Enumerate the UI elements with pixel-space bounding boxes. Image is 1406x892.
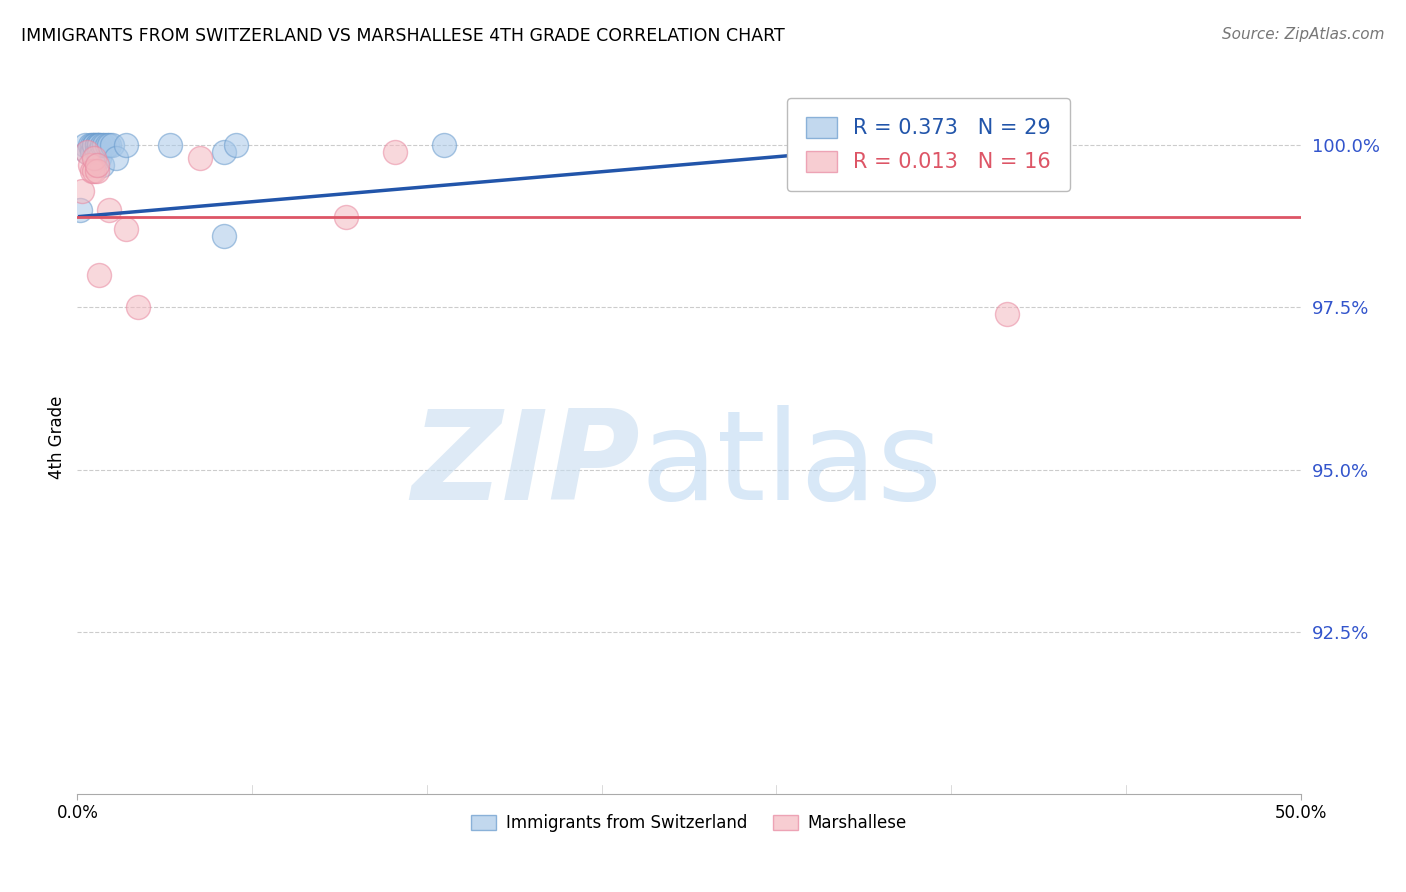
Point bbox=[83, 138, 105, 153]
Point bbox=[76, 145, 98, 159]
Text: ZIP: ZIP bbox=[412, 405, 640, 526]
Point bbox=[86, 138, 108, 153]
Point bbox=[824, 138, 846, 153]
Point bbox=[188, 151, 211, 165]
Point bbox=[159, 138, 181, 153]
Point bbox=[225, 138, 247, 153]
Point bbox=[89, 151, 111, 165]
Point bbox=[89, 145, 111, 159]
Point bbox=[86, 145, 108, 159]
Point bbox=[212, 145, 235, 159]
Point bbox=[93, 138, 115, 153]
Point bbox=[98, 202, 121, 217]
Point bbox=[96, 138, 118, 153]
Point bbox=[212, 229, 235, 244]
Point bbox=[98, 138, 121, 153]
Point bbox=[115, 222, 138, 236]
Point bbox=[83, 138, 105, 153]
Point bbox=[76, 145, 98, 159]
Text: atlas: atlas bbox=[640, 405, 942, 526]
Point bbox=[86, 138, 108, 153]
Point bbox=[995, 307, 1018, 321]
Point bbox=[89, 138, 111, 153]
Y-axis label: 4th Grade: 4th Grade bbox=[48, 395, 66, 479]
Point bbox=[73, 138, 96, 153]
Point bbox=[83, 151, 105, 165]
Point bbox=[70, 184, 93, 198]
Point bbox=[86, 164, 108, 178]
Point bbox=[89, 268, 111, 282]
Point bbox=[80, 164, 103, 178]
Text: Source: ZipAtlas.com: Source: ZipAtlas.com bbox=[1222, 27, 1385, 42]
Point bbox=[127, 301, 149, 315]
Point bbox=[80, 145, 103, 159]
Point bbox=[384, 145, 406, 159]
Point bbox=[90, 158, 112, 172]
Point bbox=[79, 138, 101, 153]
Point bbox=[79, 158, 101, 172]
Point bbox=[69, 202, 91, 217]
Point bbox=[86, 158, 108, 172]
Point bbox=[335, 210, 357, 224]
Legend: Immigrants from Switzerland, Marshallese: Immigrants from Switzerland, Marshallese bbox=[464, 808, 914, 839]
Point bbox=[105, 151, 128, 165]
Point bbox=[89, 138, 111, 153]
Point bbox=[80, 138, 103, 153]
Point bbox=[83, 164, 105, 178]
Point bbox=[433, 138, 456, 153]
Text: IMMIGRANTS FROM SWITZERLAND VS MARSHALLESE 4TH GRADE CORRELATION CHART: IMMIGRANTS FROM SWITZERLAND VS MARSHALLE… bbox=[21, 27, 785, 45]
Point bbox=[100, 138, 122, 153]
Point bbox=[90, 138, 112, 153]
Point bbox=[115, 138, 138, 153]
